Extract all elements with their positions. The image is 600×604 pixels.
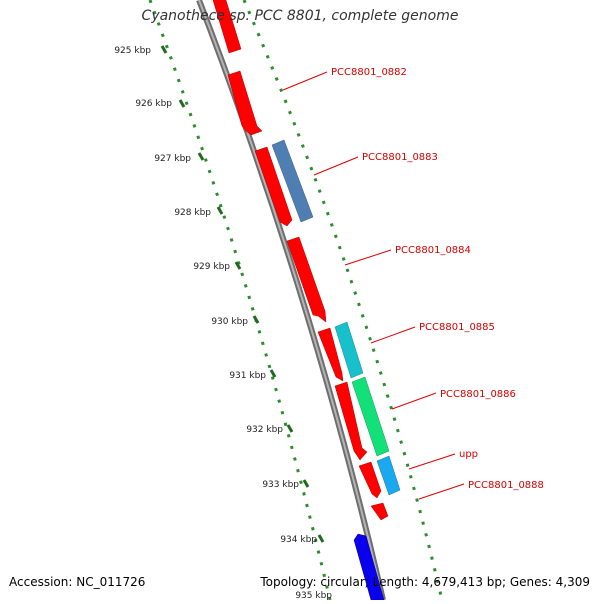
genome-backbone bbox=[196, 0, 386, 601]
scale-tick bbox=[286, 424, 294, 433]
scale-label-931: 931 kbp bbox=[229, 371, 266, 381]
inner-feature-guide bbox=[242, 0, 444, 601]
scale-tick bbox=[302, 479, 310, 488]
scale-label-927: 927 kbp bbox=[154, 154, 191, 164]
feature-cyan bbox=[334, 321, 364, 379]
gene-label-0883[interactable]: PCC8801_0883 bbox=[362, 152, 438, 163]
leader-line bbox=[391, 392, 437, 410]
gene-arrow-0888 bbox=[370, 502, 389, 521]
scale-label-929: 929 kbp bbox=[193, 262, 230, 272]
leader-line bbox=[344, 249, 392, 266]
feature-green bbox=[351, 376, 390, 457]
gene-arrow-0884 bbox=[286, 236, 327, 323]
scale-tick bbox=[216, 206, 224, 215]
leader-line bbox=[282, 71, 328, 91]
gene-arrow-0881 bbox=[212, 0, 242, 54]
scale-tick bbox=[197, 152, 205, 161]
gene-labels: PCC8801_0882 PCC8801_0883 PCC8801_0884 P… bbox=[331, 67, 544, 491]
leader-line bbox=[313, 156, 359, 176]
leader-line bbox=[370, 326, 416, 344]
scale-label-934: 934 kbp bbox=[280, 535, 317, 545]
gene-arrow-0885 bbox=[317, 327, 344, 382]
gene-arrow-upp bbox=[358, 461, 382, 499]
scale-label-926: 926 kbp bbox=[135, 99, 172, 109]
scale-ticks bbox=[160, 45, 325, 543]
feature-lightblue bbox=[376, 455, 401, 496]
scale-tick bbox=[317, 534, 325, 543]
gene-arrow-0886 bbox=[334, 381, 368, 461]
genome-title: Cyanothece sp. PCC 8801, complete genome bbox=[141, 8, 459, 24]
scale-label-925: 925 kbp bbox=[114, 46, 151, 56]
scale-label-933: 933 kbp bbox=[262, 480, 299, 490]
forward-genes bbox=[212, 0, 389, 521]
leader-lines bbox=[282, 71, 465, 500]
accession-text: Accession: NC_011726 bbox=[9, 575, 146, 589]
scale-labels: 925 kbp 926 kbp 927 kbp 928 kbp 929 kbp … bbox=[114, 46, 332, 601]
scale-label-932: 932 kbp bbox=[246, 425, 283, 435]
gene-arrow-0883 bbox=[254, 146, 293, 227]
scale-label-935: 935 kbp bbox=[295, 591, 332, 600]
gene-label-upp[interactable]: upp bbox=[459, 449, 478, 460]
leader-line bbox=[418, 483, 465, 500]
gene-arrow-0882 bbox=[227, 70, 263, 136]
feature-steelblue bbox=[271, 139, 314, 223]
gene-label-0886[interactable]: PCC8801_0886 bbox=[440, 389, 516, 400]
scale-tick bbox=[178, 99, 186, 108]
gene-label-0888[interactable]: PCC8801_0888 bbox=[468, 480, 544, 491]
gene-label-0882[interactable]: PCC8801_0882 bbox=[331, 67, 407, 78]
scale-label-928: 928 kbp bbox=[174, 208, 211, 218]
topology-text: Topology: circular; Length: 4,679,413 bp… bbox=[260, 575, 590, 589]
gene-label-0884[interactable]: PCC8801_0884 bbox=[395, 245, 471, 256]
scale-tick bbox=[234, 261, 242, 270]
leader-line bbox=[408, 453, 456, 470]
gene-arrow-dark-blue bbox=[353, 533, 385, 601]
scale-tick bbox=[160, 45, 168, 54]
gene-label-0885[interactable]: PCC8801_0885 bbox=[419, 322, 495, 333]
scale-tick bbox=[252, 315, 260, 324]
scale-tick bbox=[269, 369, 277, 378]
scale-label-930: 930 kbp bbox=[211, 317, 248, 327]
